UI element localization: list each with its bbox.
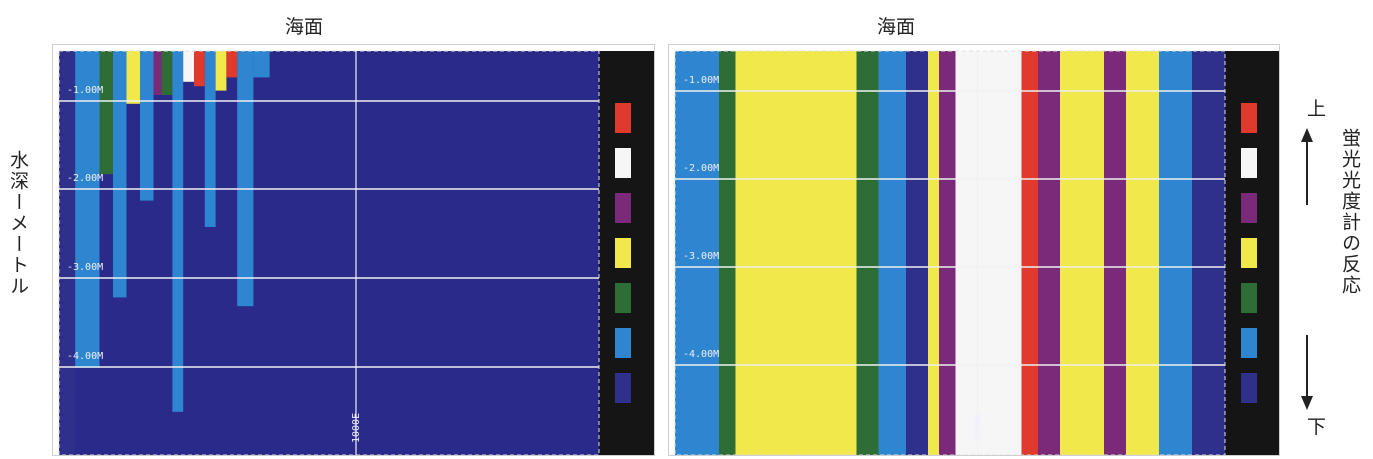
heatmap-column-4 <box>126 51 140 104</box>
right-axis-title: 蛍光光度計の反応 <box>1339 128 1361 296</box>
left-heatmap-svg: -1.00M -2.00M -3.00M -4.00M 1000E <box>58 50 654 455</box>
depth-tick-label-0: -1.00M <box>67 85 103 96</box>
surface-label-left: 海面 <box>284 16 323 38</box>
plot-border <box>674 50 1226 455</box>
color-scale-swatch-6 <box>1241 373 1257 403</box>
right-heatmap-panel: -1.00M -2.00M -3.00M -4.00M 1000E <box>668 44 1280 456</box>
heatmap-column-9 <box>1021 51 1038 455</box>
heatmap-column-5 <box>906 51 928 455</box>
color-scale-swatch-0 <box>615 103 631 133</box>
depth-tick-label-0: -1.00M <box>683 75 719 86</box>
color-scale-swatch-3 <box>615 238 631 268</box>
depth-tick-label-3: -4.00M <box>67 351 103 362</box>
plot-border <box>58 50 600 455</box>
down-arrow-head <box>1301 396 1313 410</box>
heatmap-column-4 <box>878 51 906 455</box>
heatmap-column-12 <box>1104 51 1126 455</box>
up-arrow-head <box>1301 128 1313 142</box>
left-heatmap-panel: -1.00M -2.00M -3.00M -4.00M 1000E <box>52 44 655 456</box>
distance-label: 1000E <box>973 413 984 443</box>
heatmap-column-11 <box>1060 51 1104 455</box>
heatmap-column-10 <box>194 51 205 87</box>
color-scale-swatch-0 <box>1241 103 1257 133</box>
arrow-bottom-label: 下 <box>1307 416 1327 438</box>
heatmap-column-8 <box>172 51 184 412</box>
color-scale-swatch-6 <box>615 373 631 403</box>
depth-tick-label-2: -3.00M <box>67 262 103 273</box>
color-scale-swatch-4 <box>1241 283 1257 313</box>
right-heatmap-svg: -1.00M -2.00M -3.00M -4.00M 1000E <box>674 50 1279 455</box>
color-scale-swatch-5 <box>1241 328 1257 358</box>
depth-tick-label-2: -3.00M <box>683 251 719 262</box>
heatmap-column-15 <box>253 51 270 78</box>
color-scale-swatch-2 <box>1241 193 1257 223</box>
color-scale-swatch-4 <box>615 283 631 313</box>
heatmap-column-0 <box>59 51 76 455</box>
heatmap-column-13 <box>226 51 238 78</box>
heatmap-column-12 <box>215 51 227 91</box>
heatmap-column-1 <box>75 51 100 368</box>
distance-label: 1000E <box>351 413 362 443</box>
color-scale-swatch-1 <box>1241 148 1257 178</box>
heatmap-column-7 <box>939 51 956 455</box>
color-scale-swatch-5 <box>615 328 631 358</box>
y-axis-title: 水深ーメートル <box>7 150 29 297</box>
heatmap-column-13 <box>1126 51 1159 455</box>
heatmap-column-11 <box>204 51 216 227</box>
color-scale-swatch-3 <box>1241 238 1257 268</box>
heatmap-column-6 <box>153 51 162 95</box>
heatmap-column-6 <box>928 51 939 455</box>
heatmap-column-1 <box>719 51 736 455</box>
heatmap-column-3 <box>856 51 879 455</box>
heatmap-column-9 <box>183 51 194 82</box>
heatmap-column-5 <box>140 51 154 201</box>
heatmap-column-2 <box>735 51 857 455</box>
direction-arrows <box>1301 128 1313 410</box>
heatmap-column-3 <box>113 51 127 298</box>
heatmap-column-15 <box>1192 51 1225 455</box>
depth-tick-label-3: -4.00M <box>683 349 719 360</box>
surface-label-right: 海面 <box>876 16 915 38</box>
heatmap-column-0 <box>675 51 719 455</box>
depth-tick-label-1: -2.00M <box>67 173 103 184</box>
color-scale-swatch-2 <box>615 193 631 223</box>
heatmap-column-14 <box>237 51 254 307</box>
depth-tick-label-1: -2.00M <box>683 163 719 174</box>
heatmap-column-2 <box>99 51 113 175</box>
arrow-top-label: 上 <box>1307 98 1327 120</box>
heatmap-column-14 <box>1159 51 1192 455</box>
color-scale-swatch-1 <box>615 148 631 178</box>
heatmap-column-7 <box>161 51 173 95</box>
heatmap-column-8 <box>955 51 1022 455</box>
heatmap-column-10 <box>1038 51 1060 455</box>
